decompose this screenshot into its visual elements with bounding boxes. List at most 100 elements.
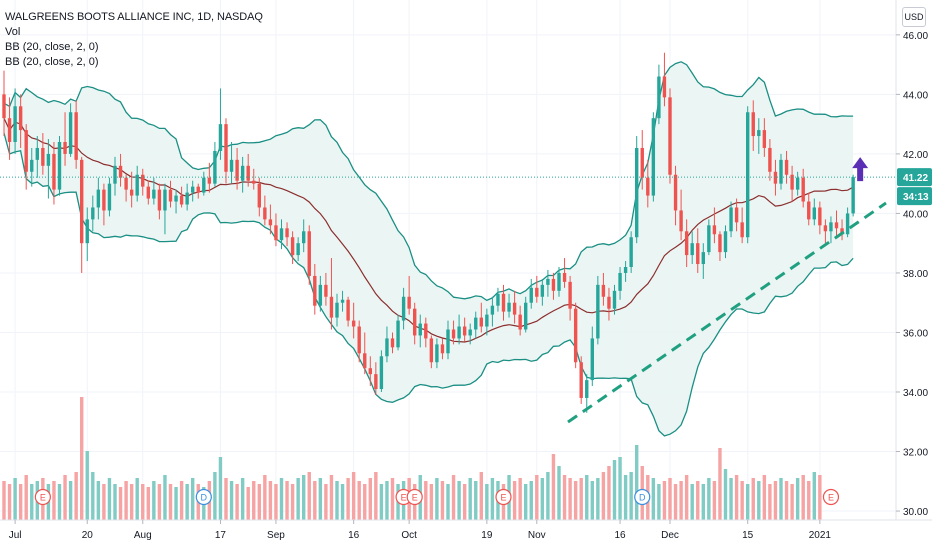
candle-body [401, 296, 406, 321]
countdown-label: 34:13 [903, 192, 929, 203]
time-tick-label: 19 [481, 530, 493, 541]
volume-bar [340, 484, 345, 520]
lower-band-line [3, 132, 854, 437]
candle-body [168, 189, 173, 202]
time-axis[interactable]: Jul 20 Aug 17 Sep 16 Oct 19 Nov 16 Dec 15 2021 [0, 519, 932, 550]
candle-body [363, 353, 367, 369]
volume-indicator-label[interactable]: Vol [5, 26, 21, 38]
candle-body [135, 174, 139, 196]
candle-body [840, 228, 844, 235]
volume-bar [635, 445, 639, 520]
candle-body [129, 189, 134, 196]
candle-body [679, 210, 683, 232]
volume-bar [351, 472, 356, 520]
candle-body [80, 159, 84, 244]
volume-bar [290, 484, 295, 520]
candle-body [390, 338, 395, 348]
candle-body [207, 177, 212, 184]
candle-body [807, 201, 811, 220]
time-tick-label: 20 [82, 530, 94, 541]
candle-body [418, 323, 422, 336]
volume-bar [163, 475, 167, 520]
candle-body [174, 195, 178, 202]
band-fill [4, 61, 854, 436]
volume-bar [629, 472, 633, 520]
price-tick-label: 32.00 [903, 448, 928, 459]
earnings-marker[interactable] [406, 488, 423, 506]
price-tick-label: 46.00 [903, 31, 928, 42]
candle-body [285, 228, 289, 238]
candle-body [512, 302, 517, 315]
candle-body [41, 147, 45, 166]
earnings-marker[interactable] [495, 488, 512, 506]
earnings-marker[interactable] [822, 488, 840, 506]
candle-body [118, 165, 123, 178]
volume-bar [701, 484, 705, 520]
volume-bar [590, 481, 594, 520]
dividend-marker[interactable] [195, 488, 212, 506]
price-axis[interactable]: 30.00 32.00 34.00 36.00 38.00 40.00 42.00 44.00… [895, 0, 932, 520]
dividend-marker[interactable] [634, 488, 651, 506]
candle-body [845, 213, 850, 235]
candle-body [374, 374, 378, 390]
candle-body [324, 284, 328, 297]
time-tick-label: Oct [401, 530, 417, 541]
volume-bar [85, 451, 89, 520]
volume-bar [102, 484, 106, 520]
volume-bar [252, 481, 256, 520]
candle-body [646, 177, 650, 196]
last-price-label: 41.22 [903, 173, 928, 184]
volume-bar [579, 478, 583, 520]
volume-bar [302, 475, 306, 520]
candle-body [585, 380, 589, 398]
volume-bar [168, 484, 173, 520]
symbol-title[interactable]: WALGREENS BOOTS ALLIANCE INC, 1D, NASDAQ [5, 11, 263, 23]
time-tick-label: Jul [9, 530, 22, 541]
bb-indicator-label[interactable]: BB (20, close, 2, 0) [5, 41, 99, 53]
volume-bar [141, 484, 145, 520]
bb-indicator-label-2[interactable]: BB (20, close, 2, 0) [5, 56, 99, 68]
candle-body [340, 299, 345, 303]
volume-bar [818, 475, 822, 520]
volume-bar [801, 475, 805, 520]
candle-body [102, 189, 106, 211]
volume-bar [374, 472, 378, 520]
volume-bar [535, 475, 539, 520]
candle-body [535, 287, 539, 297]
volume-bar [63, 475, 67, 520]
volume-bar [512, 481, 517, 520]
event-marker-label: E [401, 493, 407, 503]
candle-body [335, 302, 339, 318]
candle-body [773, 171, 778, 184]
candle-body [202, 177, 206, 193]
volume-bar [551, 454, 556, 520]
last-price-tag [897, 168, 932, 187]
candle-body [163, 189, 167, 211]
volume-bar [435, 478, 439, 520]
volume-bar [424, 481, 428, 520]
volume-bar [729, 478, 733, 520]
volume-bar [607, 466, 611, 520]
volume-bar [734, 475, 739, 520]
earnings-marker[interactable] [34, 488, 51, 506]
volume-bar [285, 481, 289, 520]
currency-button[interactable]: USD [902, 7, 926, 27]
volume-bar [30, 484, 34, 520]
candle-body [446, 329, 450, 354]
volume-bar [429, 484, 434, 520]
volume-bar [773, 481, 778, 520]
event-marker-label: E [828, 493, 834, 503]
volume-bar [790, 484, 794, 520]
volume-bar [146, 487, 150, 520]
candle-body [590, 338, 594, 381]
candle-body [701, 252, 705, 265]
candle-body [57, 142, 62, 190]
candle-body [185, 192, 189, 205]
candle-body [690, 243, 694, 256]
price-tick-label: 44.00 [903, 90, 928, 101]
volume-bar [490, 478, 495, 520]
countdown-tag [897, 187, 932, 206]
volume-bar [757, 481, 761, 520]
